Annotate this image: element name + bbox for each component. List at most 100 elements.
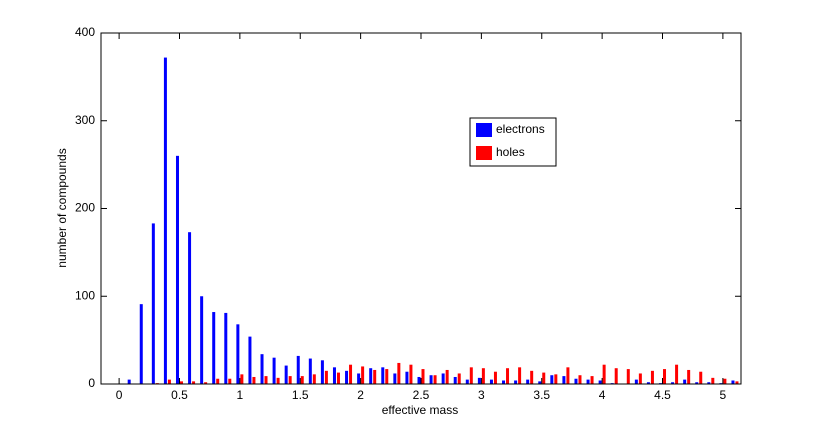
bar (405, 371, 409, 384)
bar (663, 369, 667, 384)
legend-swatch (476, 123, 492, 137)
y-tick-label: 300 (75, 113, 95, 127)
bar (550, 375, 554, 384)
bar (417, 376, 421, 384)
x-tick-label: 3 (478, 388, 485, 402)
bar (723, 378, 727, 384)
bar (252, 376, 256, 384)
bar (614, 368, 618, 384)
bar (385, 369, 389, 384)
y-axis-label: number of compounds (55, 148, 69, 267)
bar (562, 376, 566, 384)
bar (312, 374, 316, 384)
bar (542, 372, 546, 384)
y-tick-label: 0 (88, 376, 95, 390)
bar (260, 354, 264, 384)
bar (493, 371, 497, 384)
bar (284, 365, 288, 384)
x-tick-label: 4.5 (654, 388, 671, 402)
legend-label: holes (496, 145, 525, 159)
bar (699, 371, 703, 384)
bar (373, 369, 377, 384)
bar (276, 377, 280, 384)
bar (445, 369, 449, 384)
bar (646, 382, 650, 384)
bar (139, 304, 143, 384)
bar (526, 379, 530, 384)
bar (324, 370, 328, 384)
bar (151, 223, 155, 384)
bar (457, 373, 461, 384)
bar (248, 336, 252, 384)
y-tick-label: 200 (75, 201, 95, 215)
y-tick-label: 100 (75, 288, 95, 302)
x-tick-label: 4 (599, 388, 606, 402)
y-tick-label: 400 (75, 25, 95, 39)
bar (578, 375, 582, 384)
bar (506, 368, 510, 384)
bar (397, 362, 401, 384)
bar (228, 378, 232, 384)
x-tick-label: 2 (357, 388, 364, 402)
bar (675, 364, 679, 384)
bar (566, 367, 570, 384)
bar (602, 364, 606, 384)
bar (481, 368, 485, 384)
bar (332, 367, 336, 384)
bar (357, 373, 361, 384)
bar (188, 232, 192, 384)
bar (175, 155, 179, 384)
bar (200, 296, 204, 384)
bar (477, 377, 481, 384)
bar (590, 376, 594, 384)
bar (574, 378, 578, 384)
bar (192, 381, 196, 384)
bar (349, 364, 353, 384)
x-tick-label: 3.5 (533, 388, 550, 402)
x-tick-label: 2.5 (413, 388, 430, 402)
bar (518, 367, 522, 384)
bar (469, 367, 473, 384)
bar (429, 375, 433, 384)
bar (224, 312, 228, 384)
legend-label: electrons (496, 122, 545, 136)
legend-swatch (476, 146, 492, 160)
bar (695, 382, 699, 384)
bar (735, 381, 739, 384)
bar (433, 375, 437, 384)
bar (731, 380, 735, 384)
x-axis-label: effective mass (382, 403, 458, 417)
x-tick-label: 0.5 (171, 388, 188, 402)
bar (638, 373, 642, 384)
bar (409, 364, 413, 384)
bar (296, 355, 300, 384)
x-tick-label: 1.5 (292, 388, 309, 402)
bar (336, 372, 340, 384)
bar (634, 379, 638, 384)
bar (707, 382, 711, 384)
bar (554, 374, 558, 384)
bar (300, 376, 304, 384)
bar (687, 369, 691, 384)
bar (683, 379, 687, 384)
bar (393, 373, 397, 384)
bar (711, 377, 715, 384)
bar (671, 382, 675, 384)
bar (163, 57, 167, 384)
bar (240, 374, 244, 384)
bar (345, 370, 349, 384)
bar (236, 324, 240, 384)
bar (264, 376, 268, 384)
bar (421, 369, 425, 384)
bar (453, 376, 457, 384)
bar (204, 382, 208, 384)
bar (626, 369, 630, 384)
bar (598, 380, 602, 384)
bar (308, 358, 312, 384)
bar (381, 367, 385, 384)
bar (216, 378, 220, 384)
bar (538, 381, 542, 384)
bar (127, 379, 131, 384)
